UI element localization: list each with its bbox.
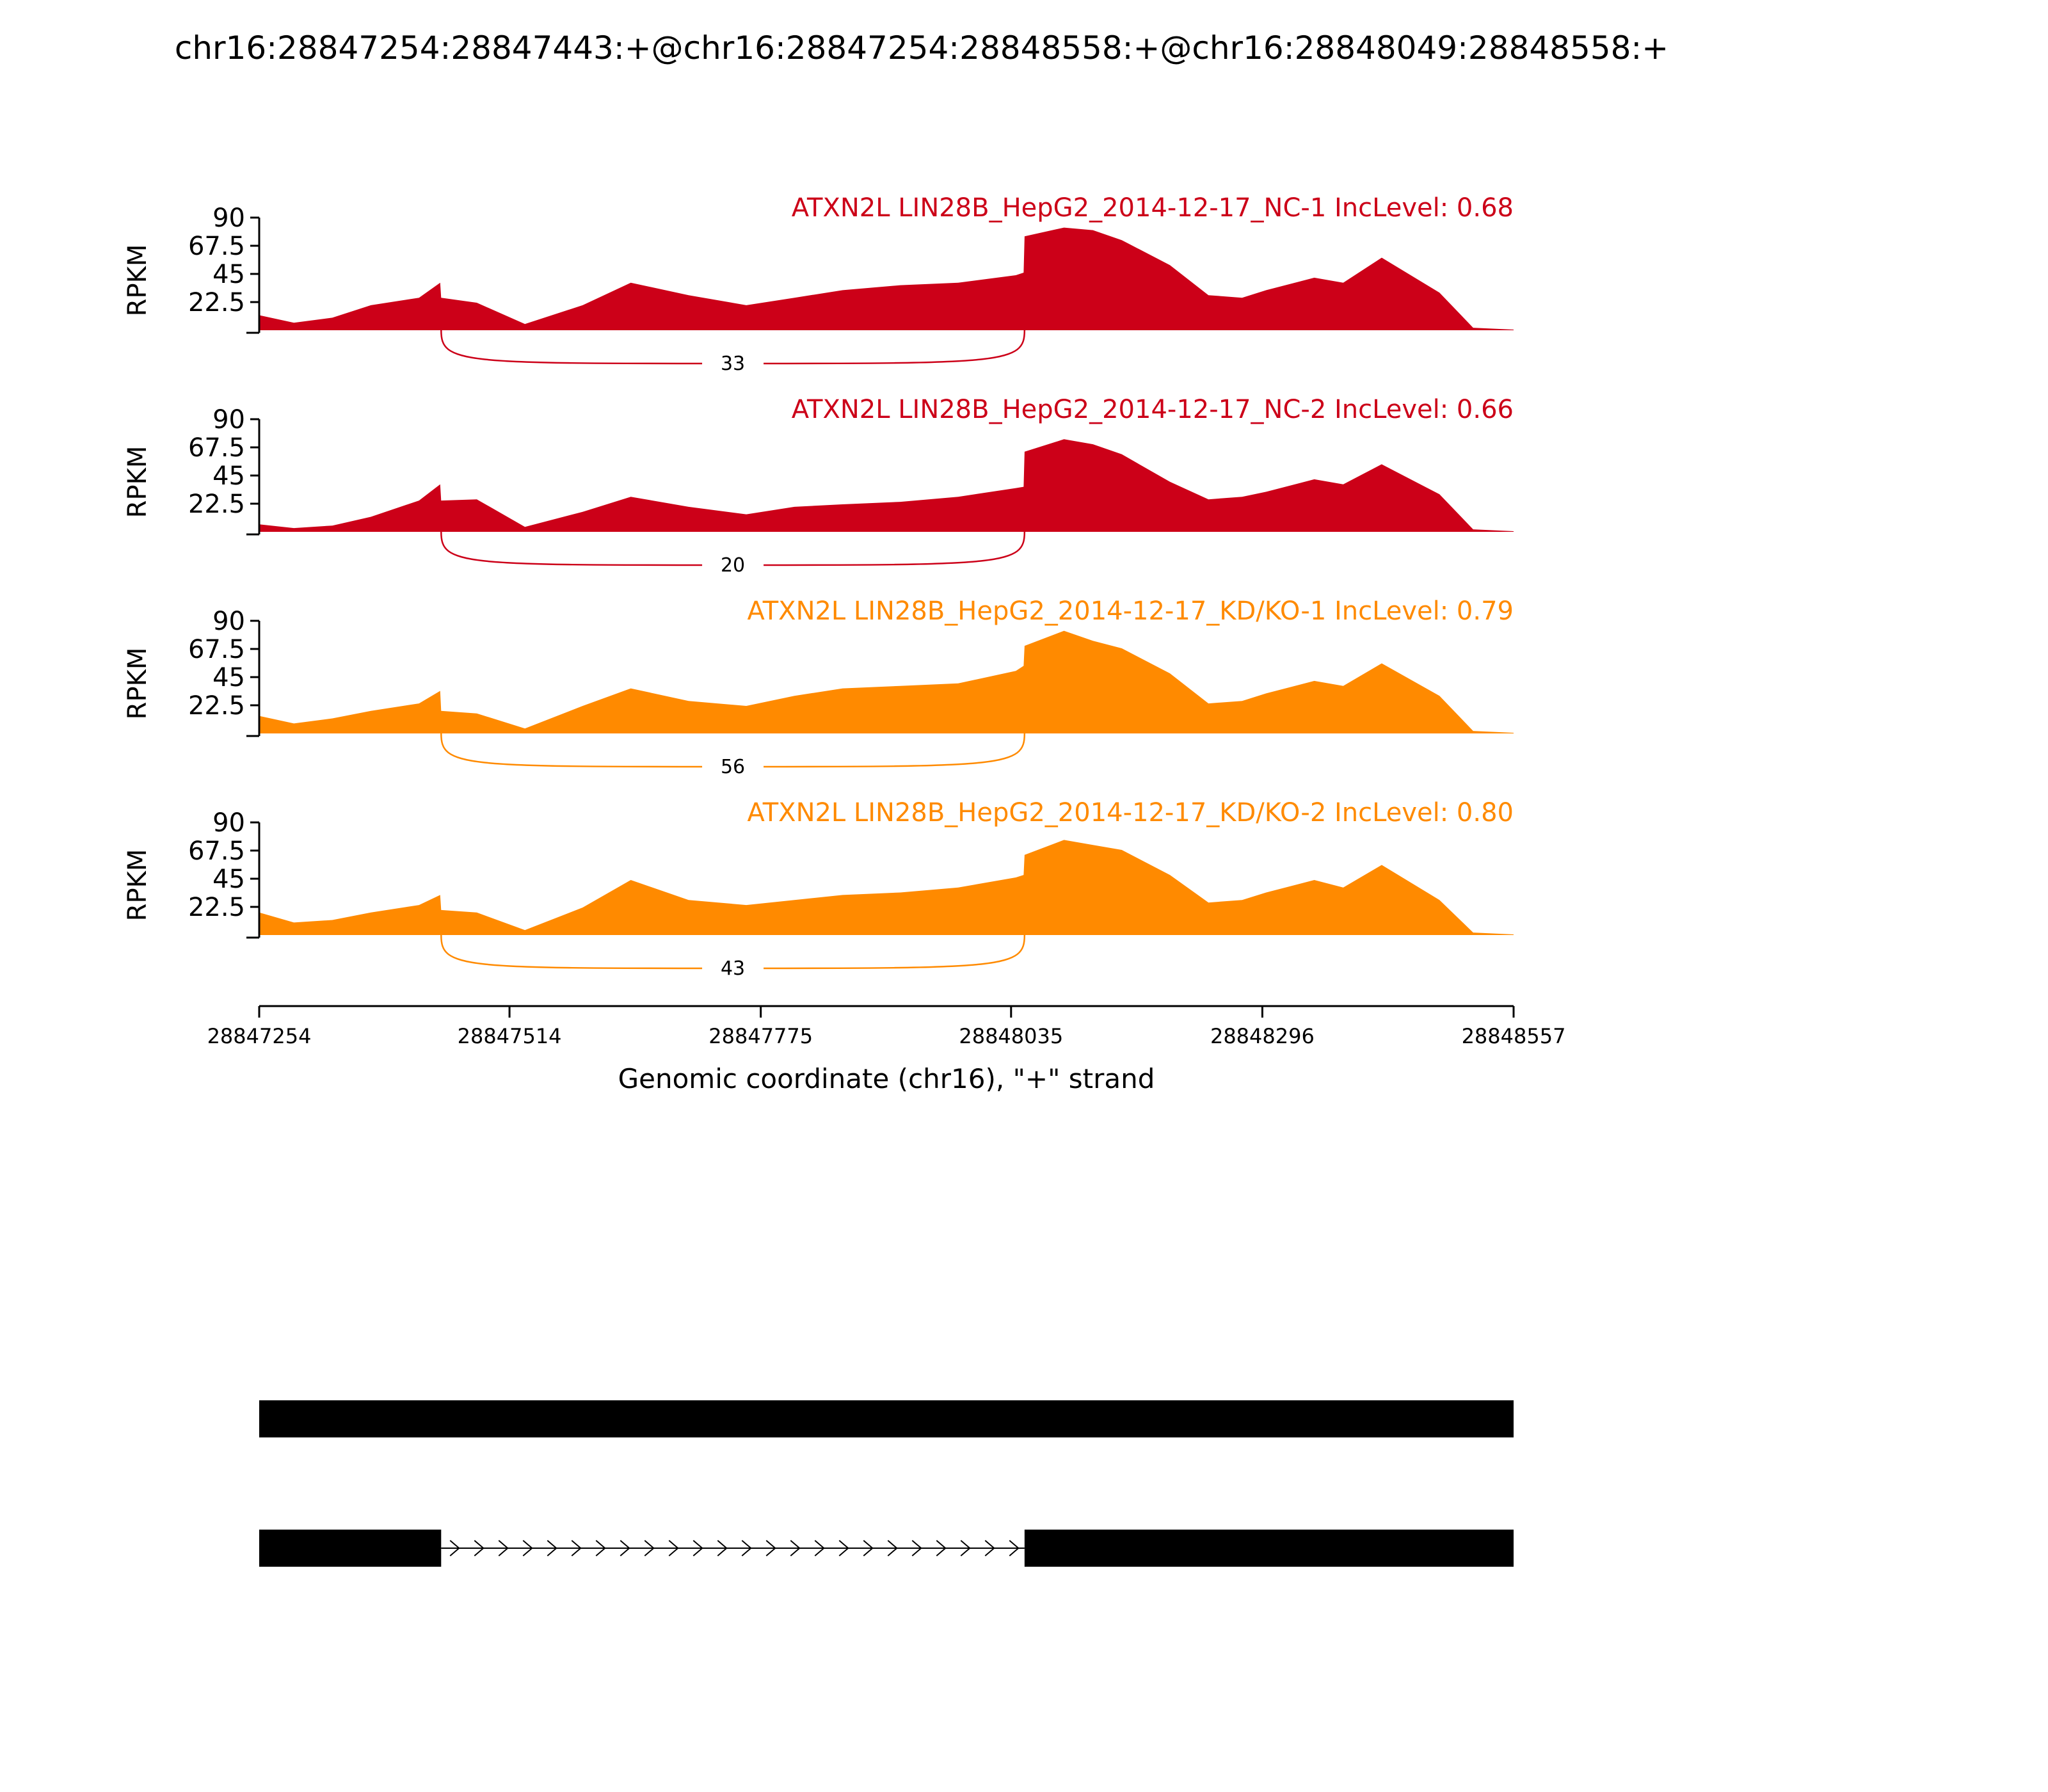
y-tick-label: 45 [212, 663, 245, 692]
strand-arrow-icon [717, 1540, 728, 1556]
coverage-area [259, 840, 1514, 935]
strand-arrow-icon [936, 1540, 947, 1556]
strand-arrow-icon [595, 1540, 606, 1556]
strand-arrow-icon [887, 1540, 898, 1556]
y-tick-label: 90 [212, 405, 245, 435]
track-title: ATXN2L LIN28B_HepG2_2014-12-17_KD/KO-2 I… [747, 798, 1514, 828]
strand-arrow-icon [449, 1540, 460, 1556]
x-tick-label: 28848557 [1462, 1024, 1566, 1048]
y-axis-label: RPKM [123, 446, 152, 518]
strand-arrow-icon [911, 1540, 922, 1556]
y-tick-label: 45 [212, 865, 245, 894]
isoform-1 [259, 1400, 1514, 1437]
y-axis-label: RPKM [123, 849, 152, 922]
x-tick-label: 28848296 [1210, 1024, 1315, 1048]
junction-label-bg [702, 751, 764, 777]
strand-arrow-icon [522, 1540, 533, 1556]
y-tick-label: 45 [212, 461, 245, 491]
x-tick-label: 28847254 [207, 1024, 312, 1048]
track-title: ATXN2L LIN28B_HepG2_2014-12-17_NC-2 IncL… [792, 395, 1514, 424]
junction-count: 43 [721, 957, 745, 980]
strand-arrow-icon [1009, 1540, 1020, 1556]
strand-arrow-icon [620, 1540, 630, 1556]
strand-arrow-icon [814, 1540, 825, 1556]
y-axis-label: RPKM [123, 648, 152, 720]
strand-arrow-icon [692, 1540, 703, 1556]
y-tick-label: 67.5 [188, 635, 245, 664]
strand-arrow-icon [474, 1540, 484, 1556]
track-title: ATXN2L LIN28B_HepG2_2014-12-17_KD/KO-1 I… [747, 596, 1514, 626]
strand-arrow-icon [571, 1540, 582, 1556]
isoform-2 [259, 1530, 1514, 1567]
junction-label-bg [702, 348, 764, 374]
y-tick-label: 22.5 [188, 288, 245, 317]
plot-title: chr16:28847254:28847443:+@chr16:28847254… [175, 29, 1668, 67]
y-tick-label: 90 [212, 204, 245, 233]
x-tick-label: 28847514 [458, 1024, 562, 1048]
track-title: ATXN2L LIN28B_HepG2_2014-12-17_NC-1 IncL… [792, 193, 1514, 223]
coverage-area [259, 227, 1514, 330]
y-tick-label: 22.5 [188, 691, 245, 721]
x-axis-label: Genomic coordinate (chr16), "+" strand [618, 1063, 1155, 1094]
strand-arrow-icon [838, 1540, 849, 1556]
y-tick-label: 67.5 [188, 232, 245, 261]
coverage-area [259, 630, 1514, 733]
x-tick-label: 28847775 [708, 1024, 813, 1048]
strand-arrow-icon [668, 1540, 679, 1556]
y-tick-label: 45 [212, 260, 245, 289]
y-tick-label: 90 [212, 808, 245, 838]
y-tick-label: 22.5 [188, 490, 245, 519]
coverage-area [259, 439, 1514, 532]
junction-count: 20 [721, 554, 745, 577]
x-axis: 28847254 28847514 28847775 28848035 28848296… [207, 1005, 1566, 1094]
junction-label-bg [702, 953, 764, 979]
strand-arrow-icon [790, 1540, 801, 1556]
strand-arrow-icon [984, 1540, 995, 1556]
strand-arrow-icon [547, 1540, 557, 1556]
strand-arrow-icon [741, 1540, 752, 1556]
exon-block [259, 1530, 442, 1567]
junction-count: 56 [721, 756, 745, 778]
y-tick-label: 67.5 [188, 836, 245, 866]
strand-arrow-icon [644, 1540, 655, 1556]
isoform-models [259, 1400, 1514, 1567]
strand-arrow-icon [498, 1540, 509, 1556]
y-tick-label: 67.5 [188, 433, 245, 463]
exon-block [259, 1400, 1514, 1437]
y-tick-label: 90 [212, 607, 245, 636]
junction-label-bg [702, 550, 764, 575]
y-axis-label: RPKM [123, 244, 152, 317]
x-tick-label: 28848035 [959, 1024, 1063, 1048]
y-tick-label: 22.5 [188, 893, 245, 922]
strand-arrow-icon [960, 1540, 971, 1556]
strand-arrow-icon [863, 1540, 874, 1556]
strand-arrow-icon [765, 1540, 776, 1556]
junction-count: 33 [721, 353, 745, 375]
exon-block [1024, 1530, 1514, 1567]
